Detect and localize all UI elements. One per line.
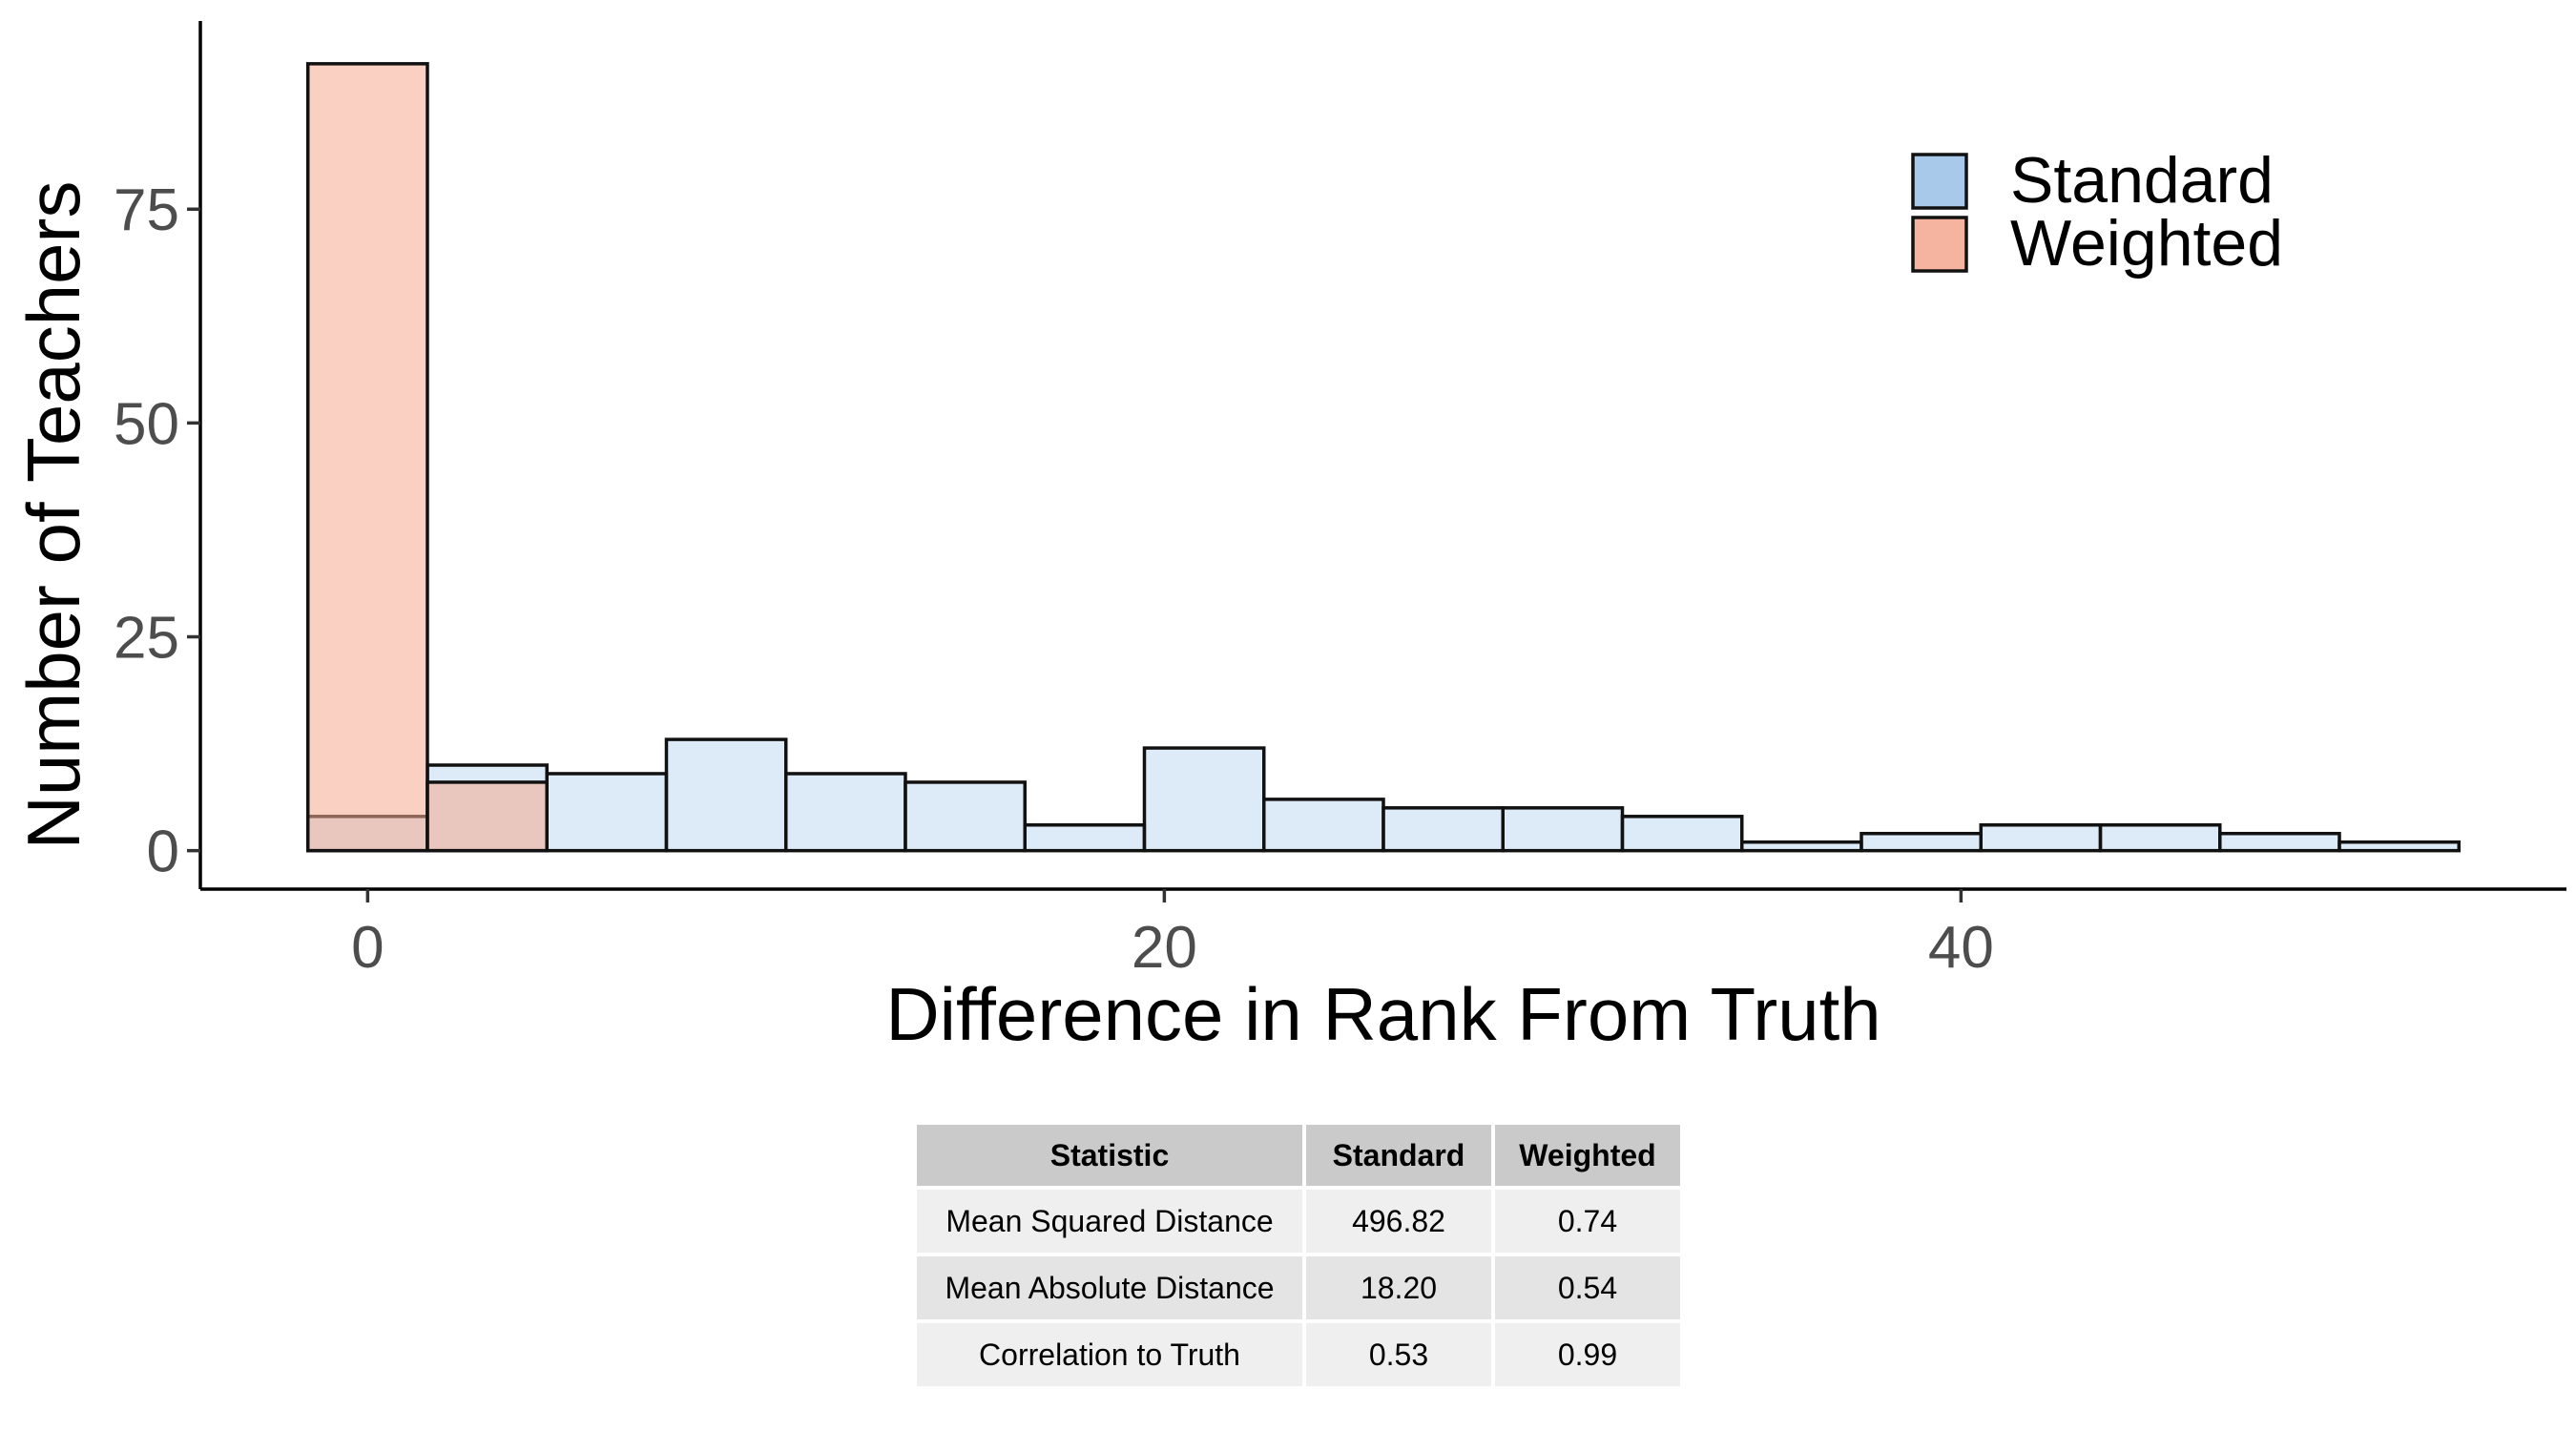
table-row: Mean Squared Distance 496.82 0.74: [917, 1190, 1680, 1253]
table-cell: 496.82: [1306, 1190, 1491, 1253]
standard-bar-8: [1261, 798, 1385, 853]
table-cell: 0.53: [1306, 1323, 1491, 1386]
standard-bar-17: [2337, 840, 2462, 853]
table-cell: 0.54: [1495, 1256, 1680, 1319]
y-tick-label: 0: [147, 819, 179, 885]
standard-bar-6: [1023, 823, 1147, 853]
y-tick-label: 50: [114, 391, 179, 457]
x-axis-label: Difference in Rank From Truth: [885, 972, 1880, 1056]
standard-bar-11: [1620, 815, 1744, 853]
table-cell: Correlation to Truth: [917, 1323, 1302, 1386]
x-tick-label: 20: [1132, 915, 1197, 981]
table-row: Mean Absolute Distance 18.20 0.54: [917, 1256, 1680, 1319]
y-axis-label: Number of Teachers: [11, 181, 95, 850]
table-cell: 0.99: [1495, 1323, 1680, 1386]
standard-legend-label: Standard: [2010, 144, 2274, 217]
standard-bar-12: [1740, 840, 1863, 853]
table-cell: Mean Squared Distance: [917, 1190, 1302, 1253]
standard-bar-7: [1142, 746, 1266, 853]
weighted-bar-1: [426, 780, 549, 853]
standard-bar-2: [545, 772, 669, 853]
header-statistic: Statistic: [917, 1125, 1302, 1186]
table-header-row: Statistic Standard Weighted: [917, 1125, 1680, 1186]
standard-bar-13: [1859, 831, 1984, 853]
standard-bar-4: [783, 772, 907, 853]
statistics-table: Statistic Standard Weighted Mean Squared…: [913, 1121, 1684, 1390]
standard-bar-16: [2218, 831, 2341, 853]
standard-bars: [305, 737, 2462, 853]
x-tick-label: 40: [1928, 915, 1994, 981]
standard-bar-9: [1381, 806, 1506, 853]
header-weighted: Weighted: [1495, 1125, 1680, 1186]
table-cell: 18.20: [1306, 1256, 1491, 1319]
standard-bar-15: [2098, 823, 2222, 853]
weighted-bars: [305, 62, 549, 853]
weighted-legend-swatch: [1911, 216, 1968, 273]
standard-legend-swatch: [1911, 153, 1968, 210]
standard-bar-3: [664, 737, 788, 853]
table-cell: Mean Absolute Distance: [917, 1256, 1302, 1319]
table-row: Correlation to Truth 0.53 0.99: [917, 1323, 1680, 1386]
standard-bar-14: [1979, 823, 2103, 853]
y-axis-ticks: 0 25 50 75: [114, 177, 200, 885]
y-tick-label: 25: [114, 606, 179, 672]
standard-bar-5: [904, 780, 1027, 853]
y-tick-label: 75: [114, 177, 179, 243]
standard-bar-10: [1501, 806, 1625, 853]
x-axis-ticks: 0 20 40: [351, 889, 1994, 981]
header-standard: Standard: [1306, 1125, 1491, 1186]
histogram-chart: 0 25 50 75 0 20 40 Number of Teachers Differe…: [11, 21, 2566, 1056]
table-cell: 0.74: [1495, 1190, 1680, 1253]
x-tick-label: 0: [351, 915, 384, 981]
weighted-legend-label: Weighted: [2010, 207, 2283, 280]
weighted-bar-0: [305, 62, 429, 853]
